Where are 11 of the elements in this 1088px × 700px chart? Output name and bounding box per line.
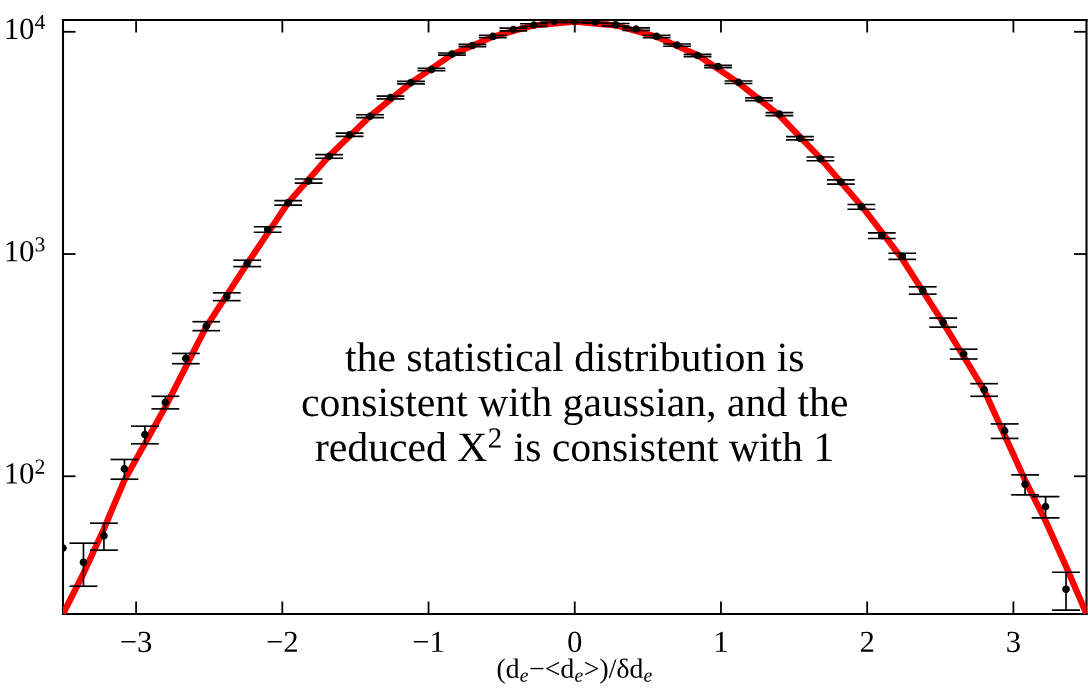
x-tick-label: −3 xyxy=(121,631,152,653)
x-tick-label: 2 xyxy=(860,631,874,652)
x-tick-label: −1 xyxy=(413,631,443,652)
x-tick-label: 1 xyxy=(716,631,727,652)
x-tick-label: 0 xyxy=(568,631,582,653)
x-tick-label: −2 xyxy=(267,631,297,652)
x-axis-title: (d$_{e}$−<d$_{e}$>)/δd$_{e}$ xyxy=(497,658,652,684)
y-tick-label: 10$^{4}$ xyxy=(6,15,46,40)
y-tick-label: 10$^{3}$ xyxy=(6,237,45,262)
x-tick-label: 3 xyxy=(1007,631,1020,653)
y-tick-label: 10$^{2}$ xyxy=(6,459,45,484)
